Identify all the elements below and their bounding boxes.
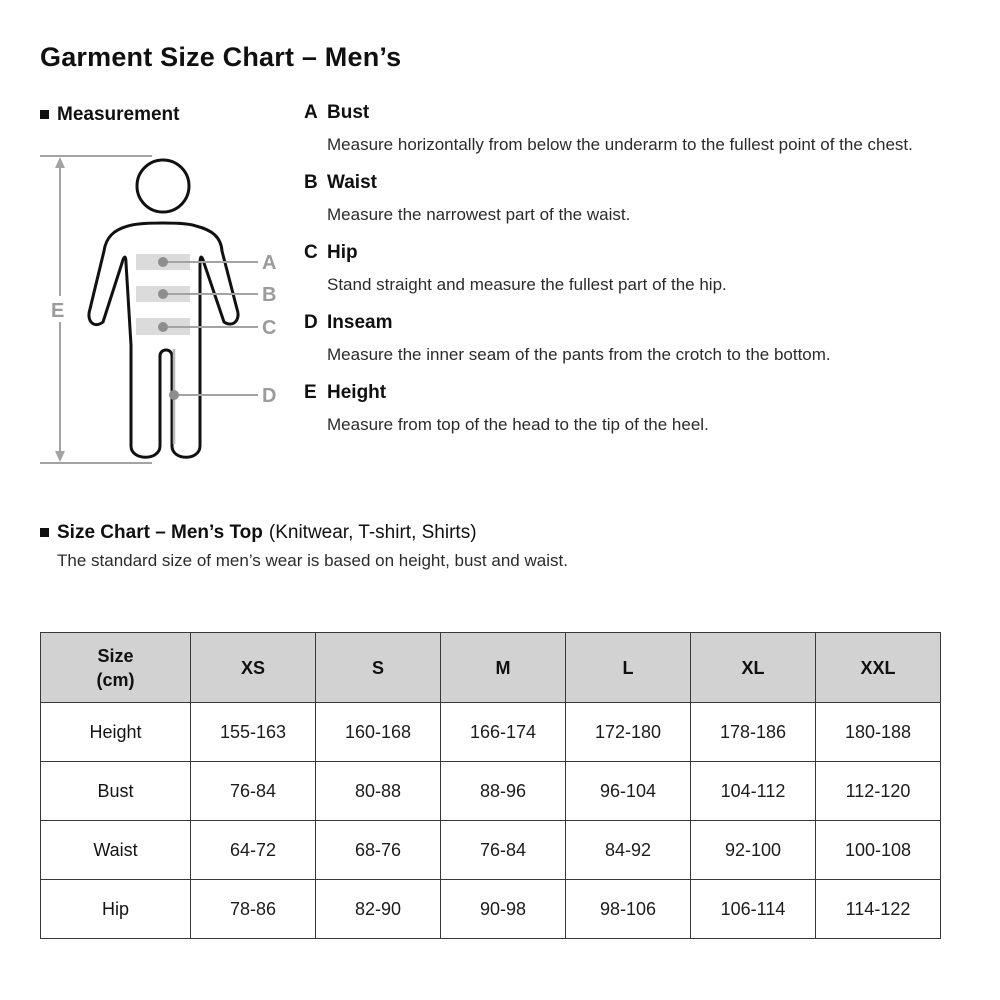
size-table: Size (cm) XS S M L XL XXL Height 155-163…	[40, 632, 941, 939]
definition-description: Stand straight and measure the fullest p…	[327, 275, 727, 294]
definition-letter: A	[304, 102, 318, 123]
inseam-point-dot	[169, 390, 179, 400]
diagram-label-e: E	[51, 300, 64, 322]
size-chart-subtitle: The standard size of men’s wear is based…	[57, 551, 568, 570]
waist-point-dot	[158, 289, 168, 299]
size-value-cell: 172-180	[565, 702, 691, 762]
definition-term: Bust	[327, 102, 370, 123]
size-value-cell: 112-120	[815, 761, 941, 821]
size-col-header-xxl: XXL	[815, 632, 941, 703]
row-label: Waist	[40, 820, 191, 880]
square-bullet-icon	[40, 528, 49, 537]
definition-hip: C Hip Stand straight and measure the full…	[304, 242, 954, 299]
size-chart-heading-note: (Knitwear, T-shirt, Shirts)	[268, 522, 477, 543]
definition-description: Measure the inner seam of the pants from…	[327, 345, 831, 364]
size-value-cell: 178-186	[690, 702, 816, 762]
corner-header-line2: (cm)	[96, 669, 135, 690]
size-chart-section-heading: Size Chart – Men’s Top (Knitwear, T-shir…	[40, 521, 477, 544]
size-chart-heading-label: Size Chart – Men’s Top	[57, 522, 263, 543]
size-table-header-row: Size (cm) XS S M L XL XXL	[40, 632, 941, 703]
corner-header-cell: Size (cm)	[40, 632, 191, 703]
size-value-cell: 100-108	[815, 820, 941, 880]
definition-term: Waist	[327, 172, 377, 193]
size-value-cell: 106-114	[690, 879, 816, 939]
size-col-header-l: L	[565, 632, 691, 703]
size-value-cell: 180-188	[815, 702, 941, 762]
row-label: Height	[40, 702, 191, 762]
size-value-cell: 88-96	[440, 761, 566, 821]
definition-description: Measure horizontally from below the unde…	[327, 135, 913, 154]
table-row-hip: Hip 78-86 82-90 90-98 98-106 106-114 114…	[40, 879, 941, 939]
size-value-cell: 92-100	[690, 820, 816, 880]
definition-height: E Height Measure from top of the head to …	[304, 382, 954, 439]
measurement-section-heading: Measurement	[40, 103, 180, 126]
size-value-cell: 90-98	[440, 879, 566, 939]
diagram-label-a: A	[262, 252, 276, 274]
body-measurement-diagram: A B C D E	[40, 155, 276, 464]
diagram-label-c: C	[262, 317, 276, 339]
table-row-waist: Waist 64-72 68-76 76-84 84-92 92-100 100…	[40, 820, 941, 880]
size-value-cell: 166-174	[440, 702, 566, 762]
size-col-header-m: M	[440, 632, 566, 703]
corner-header-line1: Size	[97, 645, 134, 666]
size-value-cell: 76-84	[440, 820, 566, 880]
definition-letter: C	[304, 242, 318, 263]
hip-point-dot	[158, 322, 168, 332]
size-col-header-xs: XS	[190, 632, 316, 703]
row-label: Bust	[40, 761, 191, 821]
size-value-cell: 160-168	[315, 702, 441, 762]
size-value-cell: 98-106	[565, 879, 691, 939]
definition-term: Inseam	[327, 312, 393, 333]
definition-letter: B	[304, 172, 318, 193]
size-value-cell: 155-163	[190, 702, 316, 762]
figure-head	[135, 158, 191, 214]
size-value-cell: 82-90	[315, 879, 441, 939]
page-title: Garment Size Chart – Men’s	[40, 42, 402, 72]
arrow-down-icon	[55, 451, 65, 462]
size-value-cell: 96-104	[565, 761, 691, 821]
size-value-cell: 80-88	[315, 761, 441, 821]
definition-term: Hip	[327, 242, 358, 263]
measurement-definitions: A Bust Measure horizontally from below th…	[304, 102, 954, 452]
size-value-cell: 68-76	[315, 820, 441, 880]
definition-description: Measure from top of the head to the tip …	[327, 415, 709, 434]
definition-letter: D	[304, 312, 318, 333]
size-col-header-s: S	[315, 632, 441, 703]
table-row-bust: Bust 76-84 80-88 88-96 96-104 104-112 11…	[40, 761, 941, 821]
diagram-label-b: B	[262, 284, 276, 306]
definition-letter: E	[304, 382, 317, 403]
size-col-header-xl: XL	[690, 632, 816, 703]
diagram-label-d: D	[262, 385, 276, 407]
label-e-backing	[47, 296, 73, 322]
size-value-cell: 78-86	[190, 879, 316, 939]
figure-body	[87, 221, 240, 459]
definition-description: Measure the narrowest part of the waist.	[327, 205, 631, 224]
arrow-up-icon	[55, 157, 65, 168]
size-value-cell: 104-112	[690, 761, 816, 821]
definition-bust: A Bust Measure horizontally from below th…	[304, 102, 954, 159]
definition-term: Height	[327, 382, 387, 403]
size-value-cell: 84-92	[565, 820, 691, 880]
definition-waist: B Waist Measure the narrowest part of the…	[304, 172, 954, 229]
square-bullet-icon	[40, 110, 49, 119]
measurement-heading-label: Measurement	[57, 104, 180, 125]
table-row-height: Height 155-163 160-168 166-174 172-180 1…	[40, 702, 941, 762]
bust-point-dot	[158, 257, 168, 267]
definition-inseam: D Inseam Measure the inner seam of the pa…	[304, 312, 954, 369]
size-value-cell: 76-84	[190, 761, 316, 821]
row-label: Hip	[40, 879, 191, 939]
size-value-cell: 114-122	[815, 879, 941, 939]
size-value-cell: 64-72	[190, 820, 316, 880]
